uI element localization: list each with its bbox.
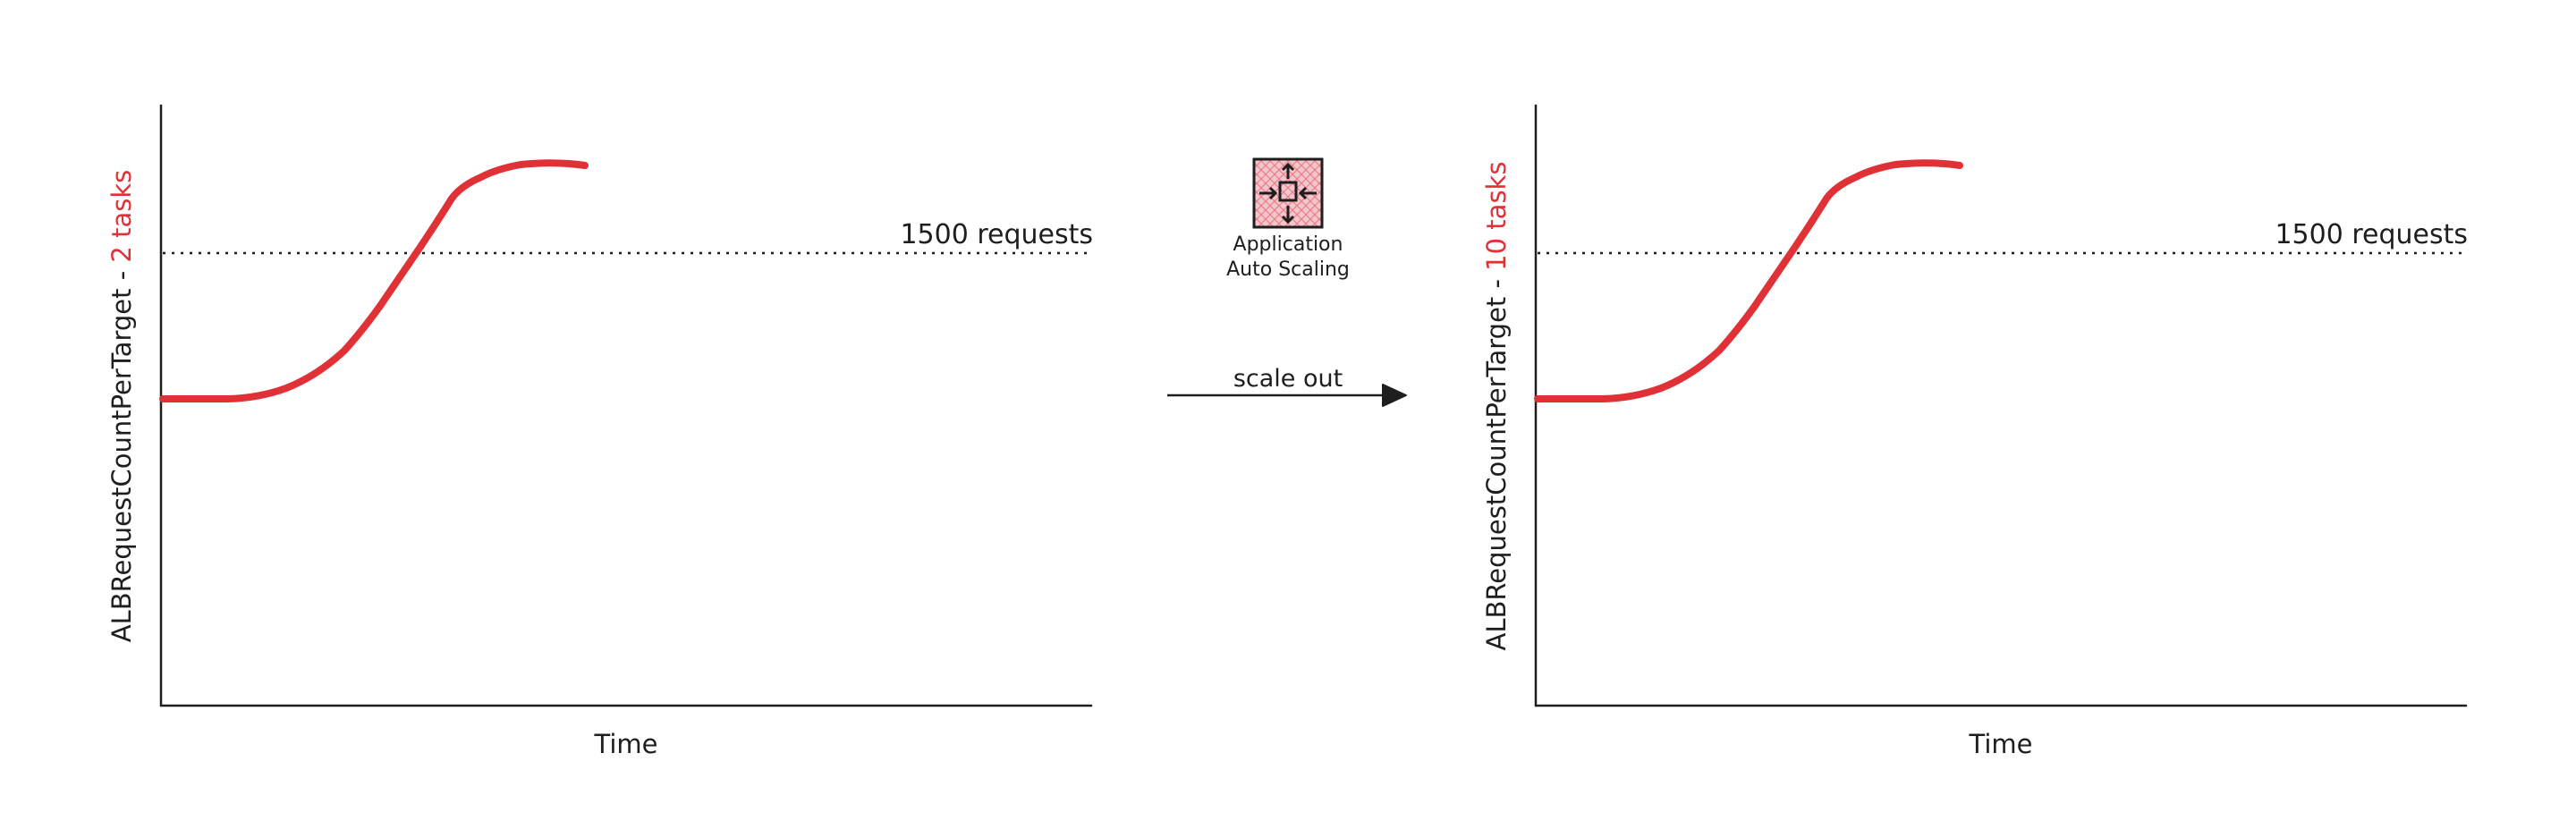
left-y-axis-label: ALBRequestCountPerTarget - 2 tasks <box>106 170 137 642</box>
right-chart: 1500 requests ALBRequestCountPerTarget -… <box>1481 104 2468 759</box>
left-y-axis-label-metric: ALBRequestCountPerTarget - <box>106 263 137 643</box>
right-y-axis-label-tasks: 10 tasks <box>1481 162 1512 271</box>
left-metric-curve <box>159 159 589 402</box>
left-x-axis-label: Time <box>594 729 658 759</box>
scale-out-arrow-head <box>1382 384 1407 407</box>
left-y-axis-label-tasks: 2 tasks <box>106 170 137 263</box>
right-threshold-label: 1500 requests <box>2275 219 2468 250</box>
left-chart: 1500 requests ALBRequestCountPerTarget -… <box>106 104 1093 759</box>
right-y-axis-label: ALBRequestCountPerTarget - 10 tasks <box>1481 162 1512 651</box>
right-y-axis-label-metric: ALBRequestCountPerTarget - <box>1481 271 1512 651</box>
scale-out-label: scale out <box>1233 365 1343 393</box>
service-label-line1: Application <box>1233 233 1343 256</box>
left-threshold-label: 1500 requests <box>900 219 1093 250</box>
service-label-line2: Auto Scaling <box>1226 258 1350 281</box>
application-auto-scaling-service: Application Auto Scaling <box>1226 157 1350 281</box>
right-metric-curve <box>1534 159 1963 402</box>
right-x-axis-label: Time <box>1969 729 2033 759</box>
scale-out-arrow: scale out <box>1167 365 1407 407</box>
application-auto-scaling-icon <box>1252 157 1324 229</box>
